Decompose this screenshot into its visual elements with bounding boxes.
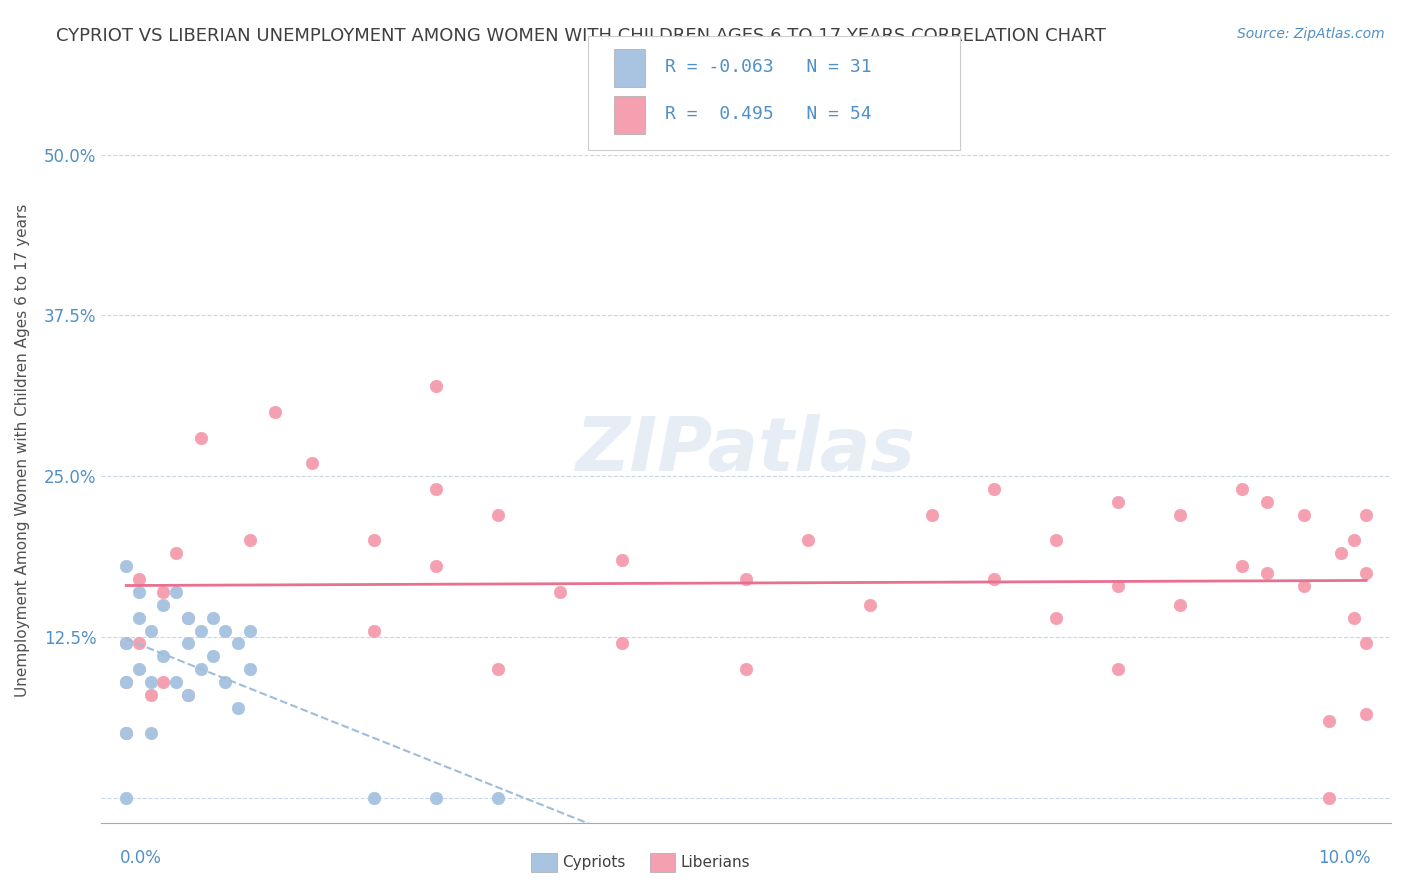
Point [1355, 636, 1378, 650]
Point [115, 726, 138, 740]
Point [165, 675, 187, 690]
Point [214, 624, 236, 638]
Point [425, 379, 447, 393]
Point [1168, 598, 1191, 612]
Point [1343, 533, 1365, 548]
Point [1294, 508, 1316, 522]
Point [1168, 508, 1191, 522]
Text: R = -0.063   N = 31: R = -0.063 N = 31 [665, 58, 872, 76]
Point [226, 636, 249, 650]
Point [177, 610, 200, 624]
Point [612, 553, 634, 567]
Point [1256, 566, 1278, 580]
Y-axis label: Unemployment Among Women with Children Ages 6 to 17 years: Unemployment Among Women with Children A… [15, 203, 30, 698]
Point [301, 456, 323, 470]
Point [226, 700, 249, 714]
Point [548, 585, 571, 599]
Point [190, 431, 212, 445]
Point [1045, 610, 1067, 624]
Point [239, 533, 262, 548]
Point [177, 636, 200, 650]
Point [128, 572, 150, 586]
Point [115, 675, 138, 690]
Point [239, 662, 262, 676]
Point [735, 662, 758, 676]
Point [363, 624, 385, 638]
Point [177, 688, 200, 702]
Point [128, 636, 150, 650]
Point [115, 559, 138, 574]
Text: Liberians: Liberians [681, 855, 751, 870]
Point [201, 649, 224, 664]
Point [1230, 482, 1253, 496]
Text: 10.0%: 10.0% [1319, 849, 1371, 867]
Text: CYPRIOT VS LIBERIAN UNEMPLOYMENT AMONG WOMEN WITH CHILDREN AGES 6 TO 17 YEARS CO: CYPRIOT VS LIBERIAN UNEMPLOYMENT AMONG W… [56, 27, 1107, 45]
Point [139, 675, 162, 690]
Text: Cypriots: Cypriots [562, 855, 626, 870]
Point [128, 610, 150, 624]
Point [1317, 790, 1340, 805]
Point [214, 675, 236, 690]
Text: ZIPatlas: ZIPatlas [576, 414, 917, 487]
Point [425, 559, 447, 574]
Point [1256, 495, 1278, 509]
Point [152, 649, 174, 664]
Point [190, 624, 212, 638]
Text: 0.0%: 0.0% [120, 849, 162, 867]
Point [1355, 707, 1378, 722]
Point [115, 636, 138, 650]
Point [1107, 578, 1129, 592]
Point [1294, 578, 1316, 592]
Point [1355, 508, 1378, 522]
Point [152, 585, 174, 599]
Point [612, 636, 634, 650]
Point [139, 624, 162, 638]
Point [115, 636, 138, 650]
Point [165, 585, 187, 599]
Point [115, 790, 138, 805]
Point [152, 675, 174, 690]
Point [1107, 662, 1129, 676]
Point [239, 624, 262, 638]
Point [1045, 533, 1067, 548]
Point [264, 405, 287, 419]
Point [363, 790, 385, 805]
Point [115, 675, 138, 690]
Point [486, 508, 509, 522]
Point [1355, 566, 1378, 580]
Point [1343, 610, 1365, 624]
Point [797, 533, 820, 548]
Point [177, 610, 200, 624]
Point [128, 585, 150, 599]
Point [1317, 714, 1340, 728]
Point [115, 726, 138, 740]
Point [1330, 546, 1353, 560]
Point [1230, 559, 1253, 574]
Point [921, 508, 943, 522]
Point [983, 482, 1005, 496]
Point [177, 688, 200, 702]
Point [486, 662, 509, 676]
Point [139, 688, 162, 702]
Point [983, 572, 1005, 586]
Point [190, 662, 212, 676]
Point [1107, 495, 1129, 509]
Point [201, 610, 224, 624]
Point [425, 482, 447, 496]
Point [363, 533, 385, 548]
Point [128, 662, 150, 676]
Point [152, 598, 174, 612]
Point [139, 726, 162, 740]
Point [735, 572, 758, 586]
Point [859, 598, 882, 612]
Point [165, 546, 187, 560]
Text: Source: ZipAtlas.com: Source: ZipAtlas.com [1237, 27, 1385, 41]
Point [486, 790, 509, 805]
Text: R =  0.495   N = 54: R = 0.495 N = 54 [665, 105, 872, 123]
Point [425, 790, 447, 805]
